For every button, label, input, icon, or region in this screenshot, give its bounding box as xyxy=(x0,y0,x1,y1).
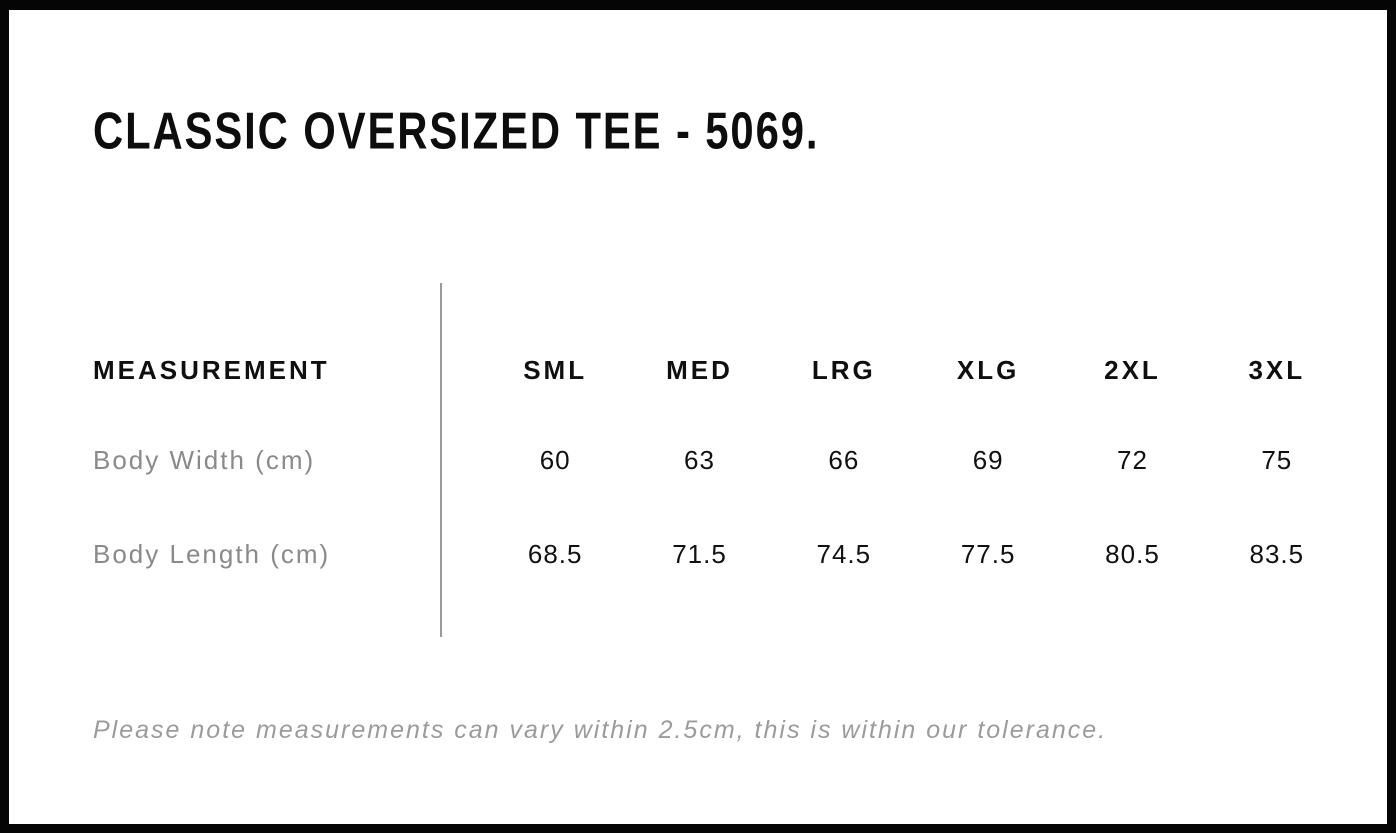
body-length-values: 68.5 71.5 74.5 77.5 80.5 83.5 xyxy=(440,539,1387,570)
size-value-cell: 71.5 xyxy=(672,538,727,569)
row-label-body-length: Body Length (cm) xyxy=(93,538,331,569)
size-value-cell: 68.5 xyxy=(527,538,583,569)
body-width-values: 60 63 66 69 72 75 xyxy=(440,445,1387,476)
product-title: CLASSIC OVERSIZED TEE - 5069. xyxy=(93,102,820,161)
size-value-cell: 60 xyxy=(539,444,571,475)
column-header-size-lrg: LRG xyxy=(811,354,876,385)
size-value-cell: 69 xyxy=(972,444,1004,475)
size-table-header-row: MEASUREMENT SML MED LRG XLG 2XL 3XL xyxy=(9,350,1387,390)
column-header-size-med: MED xyxy=(666,354,733,385)
row-label-body-width: Body Width (cm) xyxy=(93,444,316,475)
size-value-cell: 77.5 xyxy=(960,538,1016,569)
table-divider-line xyxy=(440,283,442,637)
size-header-cells: SML MED LRG XLG 2XL 3XL xyxy=(440,355,1387,386)
column-header-size-xlg: XLG xyxy=(956,354,1020,385)
size-value-cell: 63 xyxy=(684,444,715,475)
size-value-cell: 80.5 xyxy=(1105,538,1160,569)
column-header-size-3xl: 3XL xyxy=(1248,354,1306,385)
size-value-cell: 72 xyxy=(1117,444,1148,475)
table-row-body-width: Body Width (cm) 60 63 66 69 72 75 xyxy=(9,440,1387,480)
size-value-cell: 66 xyxy=(828,444,860,475)
tolerance-note: Please note measurements can vary within… xyxy=(93,716,1108,744)
size-value-cell: 75 xyxy=(1261,444,1293,475)
size-value-cell: 83.5 xyxy=(1249,538,1305,569)
table-row-body-length: Body Length (cm) 68.5 71.5 74.5 77.5 80.… xyxy=(9,534,1387,574)
size-value-cell: 74.5 xyxy=(816,538,872,569)
size-guide-content: CLASSIC OVERSIZED TEE - 5069. MEASUREMEN… xyxy=(9,10,1387,824)
column-header-size-2xl: 2XL xyxy=(1104,354,1161,385)
column-header-size-sml: SML xyxy=(523,354,588,385)
column-header-measurement: MEASUREMENT xyxy=(93,354,330,385)
